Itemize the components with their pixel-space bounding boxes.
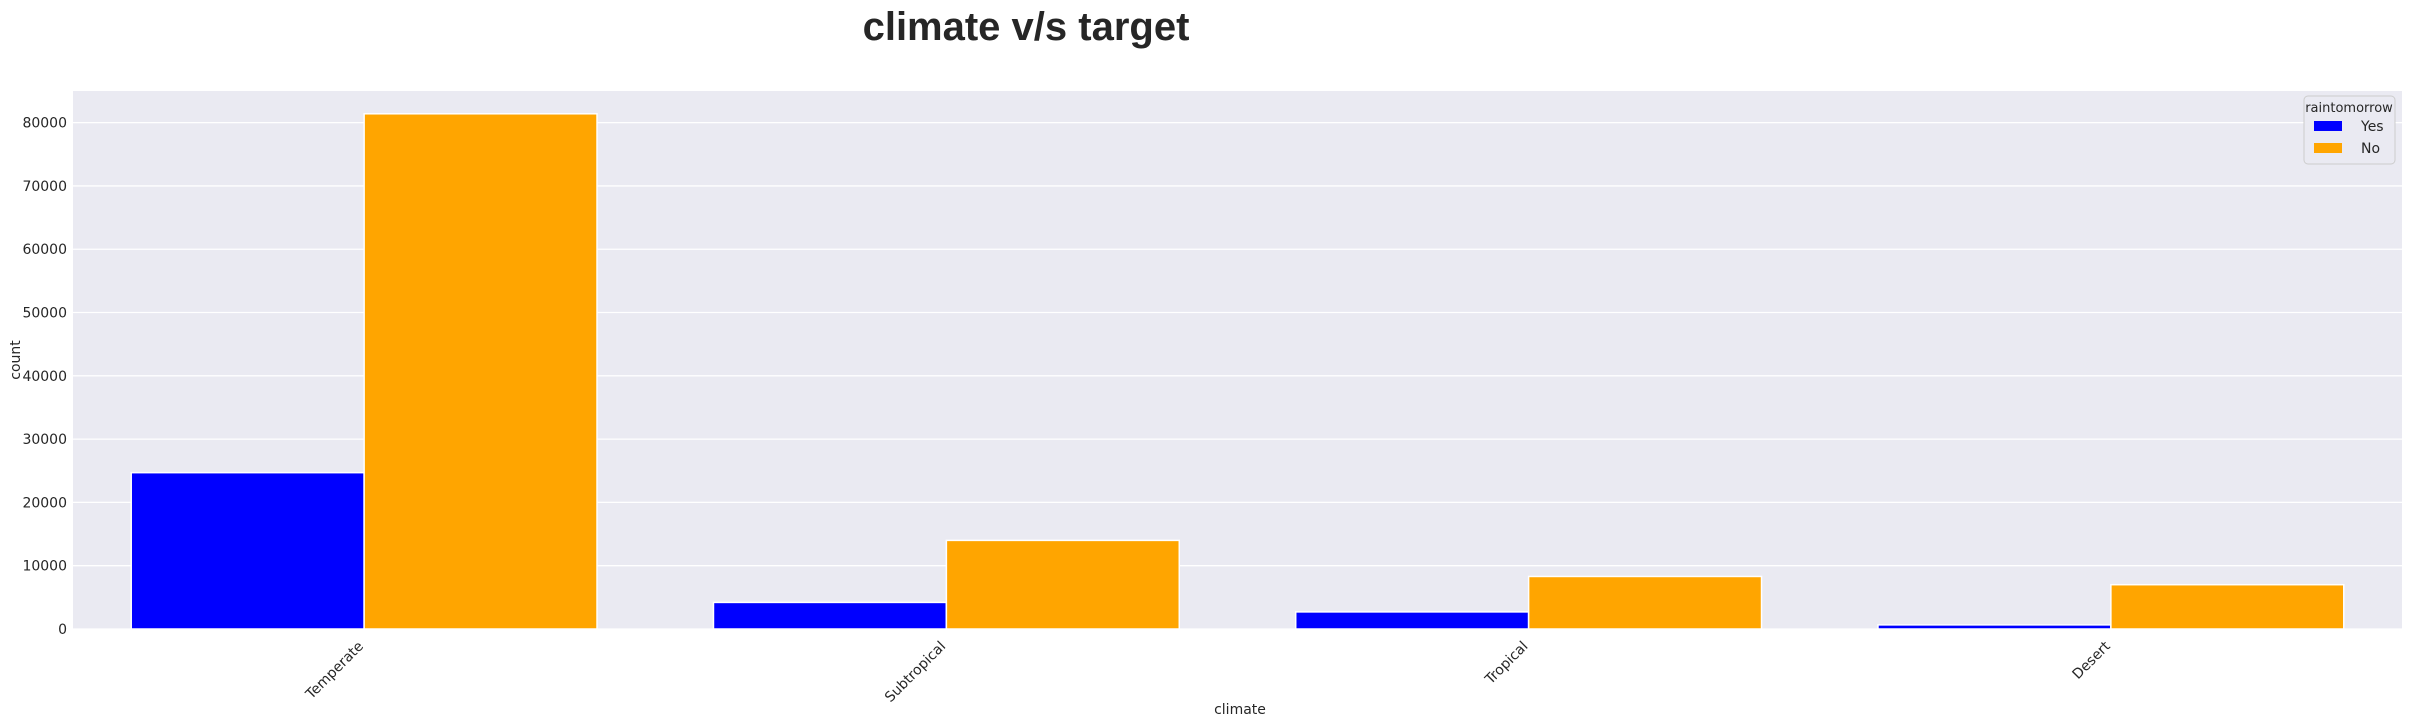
y-tick-label: 10000: [22, 559, 67, 575]
x-tick-label: Desert: [2069, 638, 2114, 683]
y-tick-label: 0: [58, 622, 67, 638]
legend-swatch-yes: [2314, 121, 2342, 131]
y-tick-label: 50000: [22, 306, 67, 322]
y-tick-label: 60000: [22, 242, 67, 258]
chart-title: climate v/s target: [863, 5, 1190, 49]
legend-swatch-no: [2314, 143, 2342, 153]
bar-yes-desert: [1877, 624, 2112, 630]
bar-no-desert: [2110, 583, 2345, 630]
x-tick-labels: Temperate Subtropical Tropical Desert: [302, 638, 2114, 706]
bar-yes-temperate: [130, 471, 365, 630]
x-tick-label: Tropical: [1482, 639, 1532, 689]
legend-title: raintomorrow: [2305, 101, 2393, 116]
y-tick-labels: 0 10000 20000 30000 40000 50000 60000 70000 8000…: [22, 116, 67, 638]
y-tick-label: 80000: [22, 116, 67, 132]
y-tick-label: 30000: [22, 432, 67, 448]
x-tick-label: Subtropical: [882, 639, 949, 706]
bars: [130, 113, 2345, 630]
bar-no-temperate: [363, 113, 598, 630]
y-axis-label: count: [8, 340, 24, 380]
y-tick-label: 40000: [22, 369, 67, 385]
bar-yes-subtropical: [712, 601, 948, 630]
legend-label-yes: Yes: [2360, 119, 2384, 135]
bar-no-tropical: [1527, 575, 1763, 630]
legend-label-no: No: [2361, 141, 2380, 157]
x-tick-label: Temperate: [302, 639, 367, 704]
bar-yes-tropical: [1294, 611, 1530, 630]
y-tick-label: 20000: [22, 495, 67, 511]
x-axis-label: climate: [1214, 702, 1266, 718]
legend[interactable]: raintomorrow Yes No: [2303, 95, 2396, 165]
bar-no-subtropical: [945, 539, 1181, 630]
y-tick-label: 70000: [22, 179, 67, 195]
